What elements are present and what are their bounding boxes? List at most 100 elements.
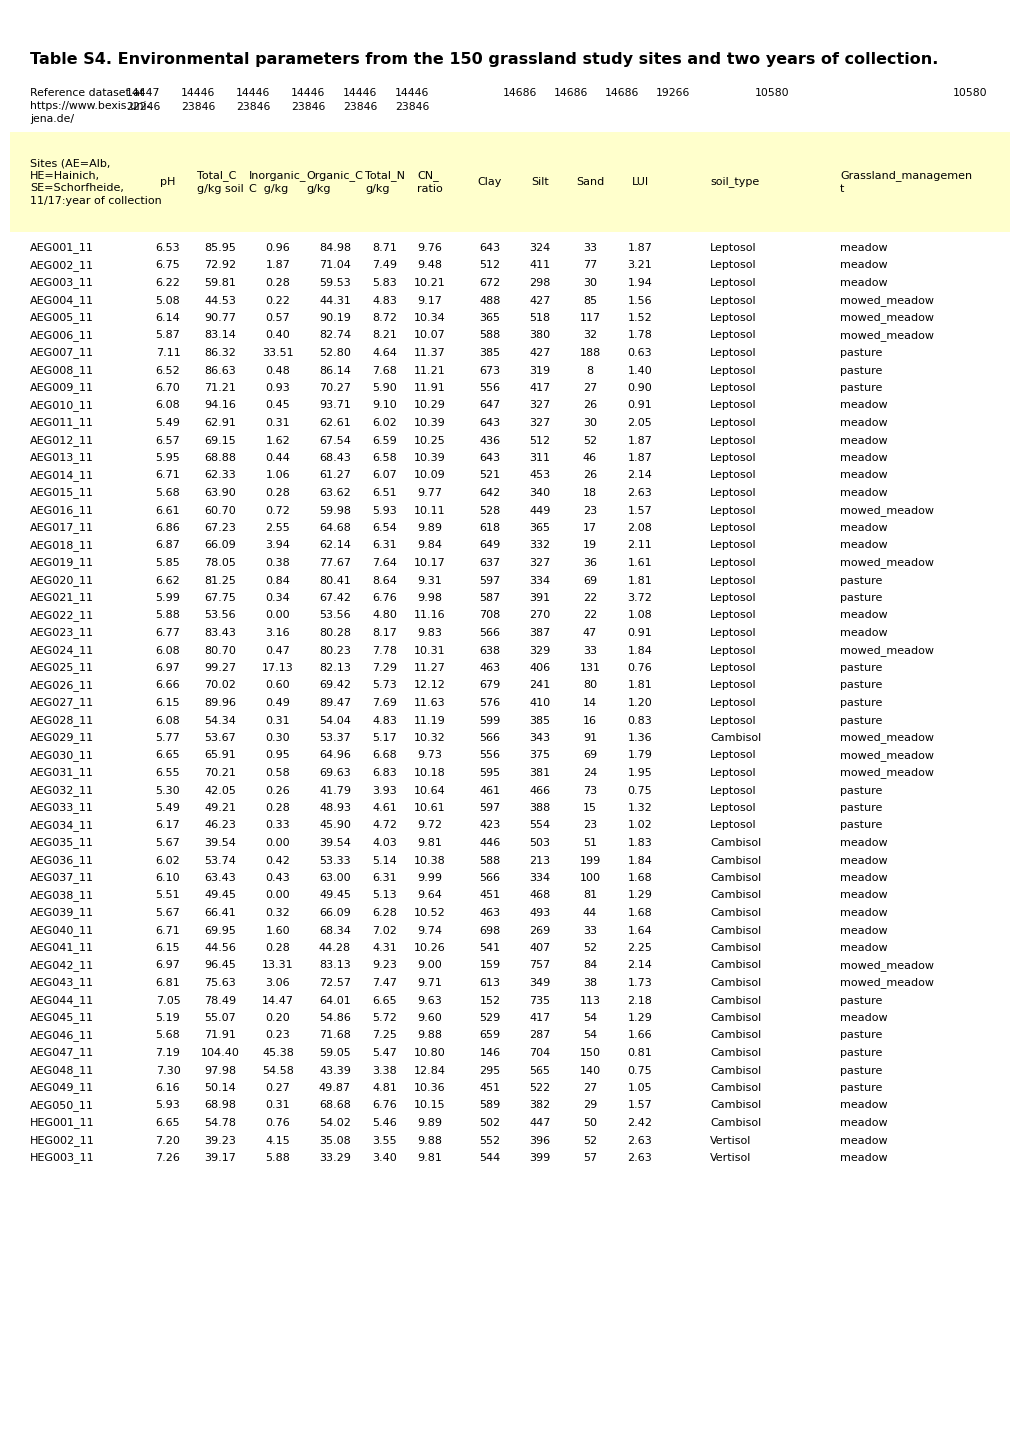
Text: 23: 23 [583, 821, 596, 831]
Text: 1.87: 1.87 [627, 453, 652, 463]
Text: 33: 33 [583, 645, 596, 655]
Text: 19266: 19266 [655, 88, 690, 98]
Text: 9.17: 9.17 [417, 296, 442, 306]
Text: 7.05: 7.05 [156, 996, 180, 1006]
Text: 52: 52 [583, 942, 596, 952]
Text: Cambisol: Cambisol [709, 856, 760, 866]
Text: LUI: LUI [631, 177, 648, 188]
Text: 81.25: 81.25 [204, 576, 235, 586]
Text: 6.71: 6.71 [156, 925, 180, 935]
Text: Cambisol: Cambisol [709, 1048, 760, 1058]
Text: 10.29: 10.29 [414, 401, 445, 410]
Text: 49.87: 49.87 [319, 1084, 351, 1092]
Text: Leptosol: Leptosol [709, 610, 756, 620]
Text: Leptosol: Leptosol [709, 785, 756, 795]
Text: 9.72: 9.72 [417, 821, 442, 831]
Text: 6.02: 6.02 [372, 418, 397, 429]
Text: 679: 679 [479, 681, 500, 691]
Text: Cambisol: Cambisol [709, 961, 760, 971]
Text: 54: 54 [583, 1013, 596, 1023]
Text: 2.14: 2.14 [627, 961, 652, 971]
Text: 5.88: 5.88 [156, 610, 180, 620]
Text: 7.69: 7.69 [372, 698, 397, 709]
Text: 131: 131 [579, 662, 600, 672]
Text: 387: 387 [529, 628, 550, 638]
Text: Leptosol: Leptosol [709, 261, 756, 270]
Text: 4.31: 4.31 [372, 942, 397, 952]
Text: 5.68: 5.68 [156, 1030, 180, 1040]
Text: 466: 466 [529, 785, 550, 795]
Text: 17: 17 [583, 522, 596, 532]
Text: 0.47: 0.47 [265, 645, 290, 655]
Text: 8.64: 8.64 [372, 576, 397, 586]
Text: 6.66: 6.66 [156, 681, 180, 691]
Text: 6.77: 6.77 [156, 628, 180, 638]
Text: 67.54: 67.54 [319, 436, 351, 446]
Text: 1.60: 1.60 [265, 925, 290, 935]
Text: 53.33: 53.33 [319, 856, 351, 866]
Text: 23: 23 [583, 505, 596, 515]
Text: 23846: 23846 [342, 102, 377, 113]
Text: 33.51: 33.51 [262, 348, 293, 358]
Text: 30: 30 [583, 418, 596, 429]
Text: 269: 269 [529, 925, 550, 935]
Text: 0.34: 0.34 [265, 593, 290, 603]
Text: 23846: 23846 [235, 102, 270, 113]
Text: 447: 447 [529, 1118, 550, 1128]
Text: AEG021_11: AEG021_11 [30, 593, 94, 603]
Text: soil_type: soil_type [709, 176, 758, 188]
Text: 327: 327 [529, 401, 550, 410]
Text: 150: 150 [579, 1048, 600, 1058]
Text: 63.43: 63.43 [204, 873, 235, 883]
Text: 14446: 14446 [342, 88, 377, 98]
Text: 71.91: 71.91 [204, 1030, 235, 1040]
Text: 3.93: 3.93 [372, 785, 397, 795]
Text: 5.93: 5.93 [372, 505, 397, 515]
Text: 44.31: 44.31 [319, 296, 351, 306]
Text: 381: 381 [529, 768, 550, 778]
Text: 673: 673 [479, 365, 500, 375]
Text: 637: 637 [479, 558, 500, 569]
Text: 54.78: 54.78 [204, 1118, 235, 1128]
Text: 512: 512 [529, 436, 550, 446]
Text: AEG006_11: AEG006_11 [30, 330, 94, 341]
Text: 5.87: 5.87 [156, 330, 180, 341]
Text: 451: 451 [479, 1084, 500, 1092]
Text: 22: 22 [582, 593, 596, 603]
Text: pasture: pasture [840, 1084, 881, 1092]
Text: AEG049_11: AEG049_11 [30, 1082, 94, 1094]
Text: 11.16: 11.16 [414, 610, 445, 620]
Bar [10, 131, 1009, 232]
Text: AEG008_11: AEG008_11 [30, 365, 94, 377]
Text: 0.42: 0.42 [265, 856, 290, 866]
Text: 529: 529 [479, 1013, 500, 1023]
Text: 6.08: 6.08 [156, 401, 180, 410]
Text: 78.49: 78.49 [204, 996, 235, 1006]
Text: 6.31: 6.31 [372, 873, 397, 883]
Text: 45.38: 45.38 [262, 1048, 293, 1058]
Text: 3.38: 3.38 [372, 1065, 397, 1075]
Text: 66.41: 66.41 [204, 908, 235, 918]
Text: 73: 73 [583, 785, 596, 795]
Text: pasture: pasture [840, 348, 881, 358]
Text: Leptosol: Leptosol [709, 821, 756, 831]
Text: Sites (AE=Alb,
HE=Hainich,
SE=Schorfheide,
11/17:year of collection: Sites (AE=Alb, HE=Hainich, SE=Schorfheid… [30, 159, 162, 205]
Text: 4.64: 4.64 [372, 348, 397, 358]
Text: mowed_meadow: mowed_meadow [840, 960, 933, 971]
Text: Cambisol: Cambisol [709, 996, 760, 1006]
Text: 10.39: 10.39 [414, 418, 445, 429]
Text: 5.46: 5.46 [372, 1118, 397, 1128]
Text: 0.60: 0.60 [265, 681, 290, 691]
Text: 0.49: 0.49 [265, 698, 290, 709]
Text: 41.79: 41.79 [319, 785, 351, 795]
Text: pasture: pasture [840, 576, 881, 586]
Text: Cambisol: Cambisol [709, 1118, 760, 1128]
Text: 2.55: 2.55 [265, 522, 290, 532]
Text: 6.97: 6.97 [156, 961, 180, 971]
Text: 9.74: 9.74 [417, 925, 442, 935]
Text: 22246: 22246 [125, 102, 160, 113]
Text: 54.86: 54.86 [319, 1013, 351, 1023]
Text: 10.17: 10.17 [414, 558, 445, 569]
Text: 77.67: 77.67 [319, 558, 351, 569]
Text: 6.14: 6.14 [156, 313, 180, 323]
